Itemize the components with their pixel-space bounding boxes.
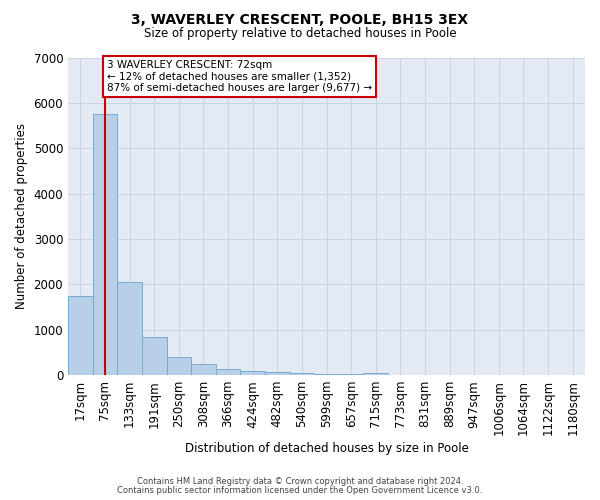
Y-axis label: Number of detached properties: Number of detached properties (15, 124, 28, 310)
Bar (314, 374, 339, 375)
Bar (117, 282, 142, 375)
Bar (339, 374, 364, 375)
X-axis label: Distribution of detached houses by size in Poole: Distribution of detached houses by size … (185, 442, 469, 455)
Text: 3, WAVERLEY CRESCENT, POOLE, BH15 3EX: 3, WAVERLEY CRESCENT, POOLE, BH15 3EX (131, 12, 469, 26)
Bar (68, 296, 92, 375)
Text: Contains HM Land Registry data © Crown copyright and database right 2024.: Contains HM Land Registry data © Crown c… (137, 477, 463, 486)
Bar (265, 372, 290, 375)
Text: 3 WAVERLEY CRESCENT: 72sqm
← 12% of detached houses are smaller (1,352)
87% of s: 3 WAVERLEY CRESCENT: 72sqm ← 12% of deta… (107, 60, 372, 93)
Bar (216, 369, 241, 375)
Bar (167, 358, 191, 375)
Bar (191, 364, 216, 375)
Text: Size of property relative to detached houses in Poole: Size of property relative to detached ho… (143, 28, 457, 40)
Bar (92, 114, 117, 375)
Bar (364, 374, 388, 375)
Text: Contains public sector information licensed under the Open Government Licence v3: Contains public sector information licen… (118, 486, 482, 495)
Bar (290, 374, 314, 375)
Bar (241, 370, 265, 375)
Bar (142, 338, 167, 375)
